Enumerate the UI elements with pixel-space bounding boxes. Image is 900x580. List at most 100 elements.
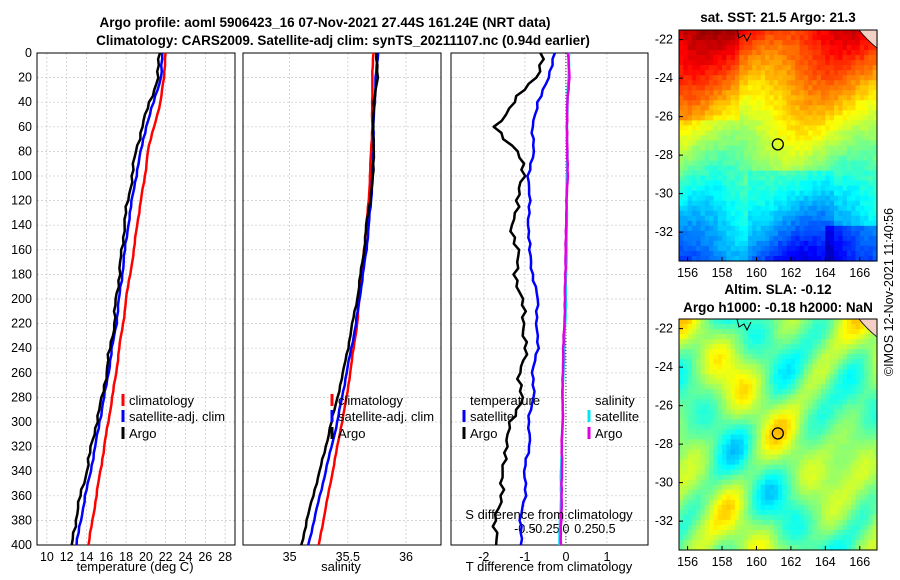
sla-map-cell [864, 359, 869, 365]
sst-map-cell [769, 185, 775, 192]
sst-map-cell [730, 175, 736, 182]
sla-map-cell [795, 544, 801, 551]
sla-map-cell [825, 384, 831, 390]
sst-map-cell [851, 45, 857, 51]
sst-map-cell [803, 110, 809, 116]
sla-map-cell [786, 509, 792, 516]
sla-map-cell [717, 529, 723, 536]
sst-map-cell [833, 185, 839, 192]
sst-map-cell [722, 190, 727, 197]
sst-map-cell [864, 225, 869, 232]
sst-map-cell [842, 135, 848, 142]
sla-map-ytick-label: -32 [655, 514, 673, 528]
sst-map-cell [713, 95, 719, 101]
sst-map-cell [739, 240, 745, 247]
sla-map-cell [786, 454, 792, 461]
sst-map-cell [752, 225, 758, 232]
sla-map-cell [868, 509, 874, 516]
sst-map-cell [696, 230, 702, 237]
sst-map-cell [739, 235, 745, 242]
sst-map-cell [825, 90, 831, 96]
sst-map-cell [687, 225, 693, 232]
sst-map-cell [799, 140, 805, 147]
sst-map-cell [825, 245, 831, 252]
sst-map-cell [704, 40, 710, 46]
sst-map-cell [864, 215, 869, 222]
sst-map-cell [726, 140, 732, 147]
sla-map-cell [709, 524, 715, 531]
sst-map-cell [859, 180, 865, 187]
sla-map-cell [778, 489, 783, 496]
sst-map-cell [679, 240, 684, 247]
sla-map-cell [803, 404, 809, 410]
sst-map-cell [842, 185, 848, 192]
sla-map-cell [752, 404, 758, 410]
sst-map-cell [790, 145, 796, 152]
sst-map-cell [730, 180, 736, 187]
sst-map-cell [859, 255, 865, 262]
sla-map-cell [683, 424, 689, 431]
sla-map-cell [778, 439, 783, 446]
sst-map-cell [687, 170, 693, 177]
sla-map-cell [734, 519, 740, 526]
sst-map-cell [730, 250, 736, 257]
sst-map-cell [829, 65, 835, 71]
sla-map-cell [687, 339, 693, 345]
sla-map-cell [700, 529, 706, 536]
sla-map-cell [730, 354, 736, 360]
sla-map-cell [734, 349, 740, 355]
sst-map-cell [687, 135, 693, 142]
sla-map-cell [821, 429, 826, 436]
sla-map-cell [752, 509, 758, 516]
sla-map-cell [713, 534, 719, 541]
sst-map-cell [687, 205, 693, 212]
sla-map-cell [752, 504, 758, 511]
sla-map-cell [747, 464, 753, 471]
sst-map-cell [747, 95, 753, 101]
sla-map-cell [846, 484, 852, 491]
sst-map-cell [816, 220, 822, 227]
sla-map-cell [700, 459, 706, 466]
sla-map-cell [752, 389, 758, 395]
sla-map-cell [765, 369, 770, 375]
sst-map-cell [704, 220, 710, 227]
sla-map-cell [730, 394, 736, 400]
sst-map-cell [859, 230, 865, 237]
sla-map-cell [704, 504, 710, 511]
sla-map-cell [778, 514, 783, 521]
sst-map-cell [743, 165, 749, 172]
sla-map-cell [709, 484, 715, 491]
sst-map-cell [683, 225, 689, 232]
sst-map-cell [803, 165, 809, 172]
sst-map-cell [795, 110, 801, 116]
sla-map-cell [808, 374, 814, 380]
sla-map-cell [821, 339, 826, 345]
sla-map-cell [868, 504, 874, 511]
sst-map-cell [739, 80, 745, 86]
sla-map-cell [683, 519, 689, 526]
sst-map-cell [808, 85, 814, 91]
sst-map-cell [700, 170, 706, 177]
sst-map-cell [734, 95, 740, 101]
sst-map-cell [799, 150, 805, 157]
sst-map-cell [778, 35, 783, 41]
sla-map-cell [795, 439, 801, 446]
sst-map-cell [846, 115, 852, 121]
sla-map-cell [846, 344, 852, 350]
sst-map-cell [691, 65, 697, 71]
sst-map-cell [760, 110, 766, 116]
sla-map-cell [808, 434, 814, 441]
sst-map-cell [821, 40, 826, 46]
sst-map-cell [842, 45, 848, 51]
sla-map-cell [868, 499, 874, 506]
sla-map-cell [765, 359, 770, 365]
sla-map-cell [739, 449, 745, 456]
sst-map-cell [679, 200, 684, 207]
sst-map-cell [704, 170, 710, 177]
sst-map-cell [821, 195, 826, 202]
sst-map-cell [864, 160, 869, 167]
sst-map-cell [752, 165, 758, 172]
sla-map-cell [838, 469, 844, 476]
sst-map-cell [709, 65, 715, 71]
sla-map-cell [726, 319, 732, 325]
